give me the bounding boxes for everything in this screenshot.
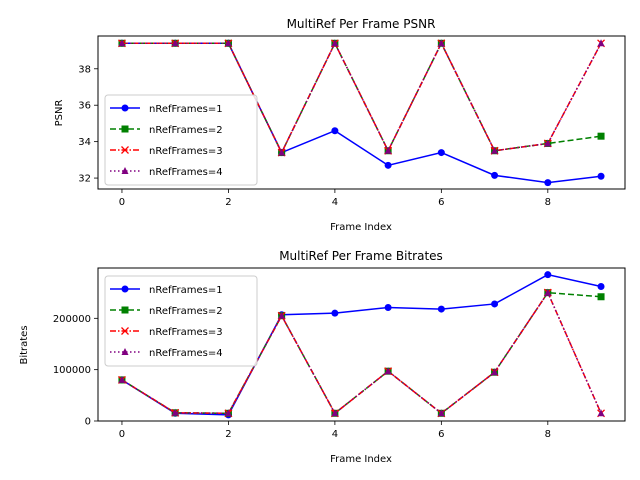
legend-label: nRefFrames=1 (149, 104, 223, 115)
legend-box (104, 94, 258, 186)
x-tick-label: 8 (545, 429, 551, 440)
psnr-y-axis-label: PSNR (54, 100, 65, 127)
data-point-series-4 (278, 148, 286, 156)
x-tick-label: 6 (438, 197, 444, 208)
data-point-series-4 (491, 146, 499, 154)
x-tick-label: 4 (332, 429, 338, 440)
data-point-series-4 (384, 367, 392, 375)
x-tick-label: 0 (119, 197, 125, 208)
x-tick-label: 2 (225, 197, 231, 208)
legend-box (104, 275, 258, 367)
legend-marker (121, 306, 129, 314)
data-point-series-2 (597, 132, 605, 140)
x-tick-label: 8 (545, 197, 551, 208)
data-point-series-4 (437, 39, 445, 47)
data-point-series-4 (171, 408, 179, 416)
data-point-series-4 (437, 409, 445, 417)
data-point-series-4 (544, 288, 552, 296)
data-point-series-4 (118, 39, 126, 47)
data-point-series-1 (544, 271, 552, 279)
data-point-series-1 (491, 300, 499, 308)
legend-label: nRefFrames=3 (149, 146, 223, 157)
y-tick-label: 0 (85, 417, 91, 428)
data-point-series-4 (331, 409, 339, 417)
data-point-series-1 (437, 305, 445, 313)
data-point-series-4 (544, 139, 552, 147)
data-point-series-1 (597, 172, 605, 180)
bitrates-chart: MultiRef Per Frame Bitrates Frame Index … (19, 249, 626, 465)
legend-marker (121, 327, 129, 335)
psnr-axes-frame (97, 35, 626, 190)
legend-marker (121, 104, 129, 112)
y-tick-label: 100000 (53, 365, 91, 376)
legend-label: nRefFrames=1 (149, 285, 223, 296)
data-point-series-4 (224, 39, 232, 47)
data-point-series-4 (118, 375, 126, 383)
y-tick-label: 32 (78, 174, 91, 185)
series-line-1 (121, 42, 602, 184)
bitrates-x-axis-label: Frame Index (330, 454, 392, 465)
psnr-plot-area (117, 39, 606, 187)
data-point-series-4 (171, 39, 179, 47)
bitrates-chart-title: MultiRef Per Frame Bitrates (279, 249, 443, 263)
legend-label: nRefFrames=4 (149, 167, 223, 178)
data-point-series-2 (597, 293, 605, 301)
data-point-series-4 (278, 311, 286, 319)
bitrates-legend: nRefFrames=1 nRefFrames=2 nRefFrames=3 nRef… (104, 275, 258, 367)
y-tick-label: 34 (78, 137, 91, 148)
bitrates-plot-area (117, 271, 606, 419)
legend-label: nRefFrames=4 (149, 348, 223, 359)
series-line-4 (121, 41, 602, 155)
data-point-series-4 (331, 39, 339, 47)
data-point-series-1 (384, 304, 392, 312)
data-point-series-1 (544, 179, 552, 187)
x-tick-label: 0 (119, 429, 125, 440)
legend-label: nRefFrames=2 (149, 306, 223, 317)
psnr-ticks: 0 2 4 6 8 32 34 36 38 (78, 64, 551, 208)
psnr-x-axis-label: Frame Index (330, 222, 392, 233)
bitrates-axes-frame (97, 267, 626, 422)
data-point-series-1 (491, 171, 499, 179)
data-point-series-4 (384, 146, 392, 154)
legend-marker (121, 285, 129, 293)
data-point-series-4 (491, 368, 499, 376)
data-point-series-1 (331, 127, 339, 135)
legend-marker (121, 125, 129, 133)
legend-label: nRefFrames=3 (149, 327, 223, 338)
y-tick-label: 38 (78, 64, 91, 75)
x-tick-label: 6 (438, 429, 444, 440)
y-tick-label: 36 (78, 101, 91, 112)
data-point-series-4 (224, 409, 232, 417)
bitrates-y-axis-label: Bitrates (19, 325, 30, 364)
data-point-series-1 (437, 149, 445, 157)
bitrates-ticks: 0 2 4 6 8 0 100000 200000 (53, 314, 551, 440)
x-tick-label: 2 (225, 429, 231, 440)
data-point-series-1 (331, 309, 339, 317)
data-point-series-4 (597, 39, 605, 47)
psnr-legend: nRefFrames=1 nRefFrames=2 nRefFrames=3 nRef… (104, 94, 258, 186)
legend-marker (121, 348, 129, 355)
series-line-1 (121, 273, 602, 416)
series-line-2 (121, 41, 602, 155)
psnr-chart-title: MultiRef Per Frame PSNR (287, 17, 436, 31)
legend-label: nRefFrames=2 (149, 125, 223, 136)
legend-marker (121, 167, 129, 174)
y-tick-label: 200000 (53, 314, 91, 325)
data-point-series-4 (597, 409, 605, 417)
data-point-series-1 (384, 161, 392, 169)
legend-marker (121, 146, 129, 154)
x-tick-label: 4 (332, 197, 338, 208)
series-line-4 (121, 291, 602, 415)
data-point-series-1 (597, 282, 605, 290)
psnr-chart: MultiRef Per Frame PSNR Frame Index PSNR… (54, 17, 626, 233)
